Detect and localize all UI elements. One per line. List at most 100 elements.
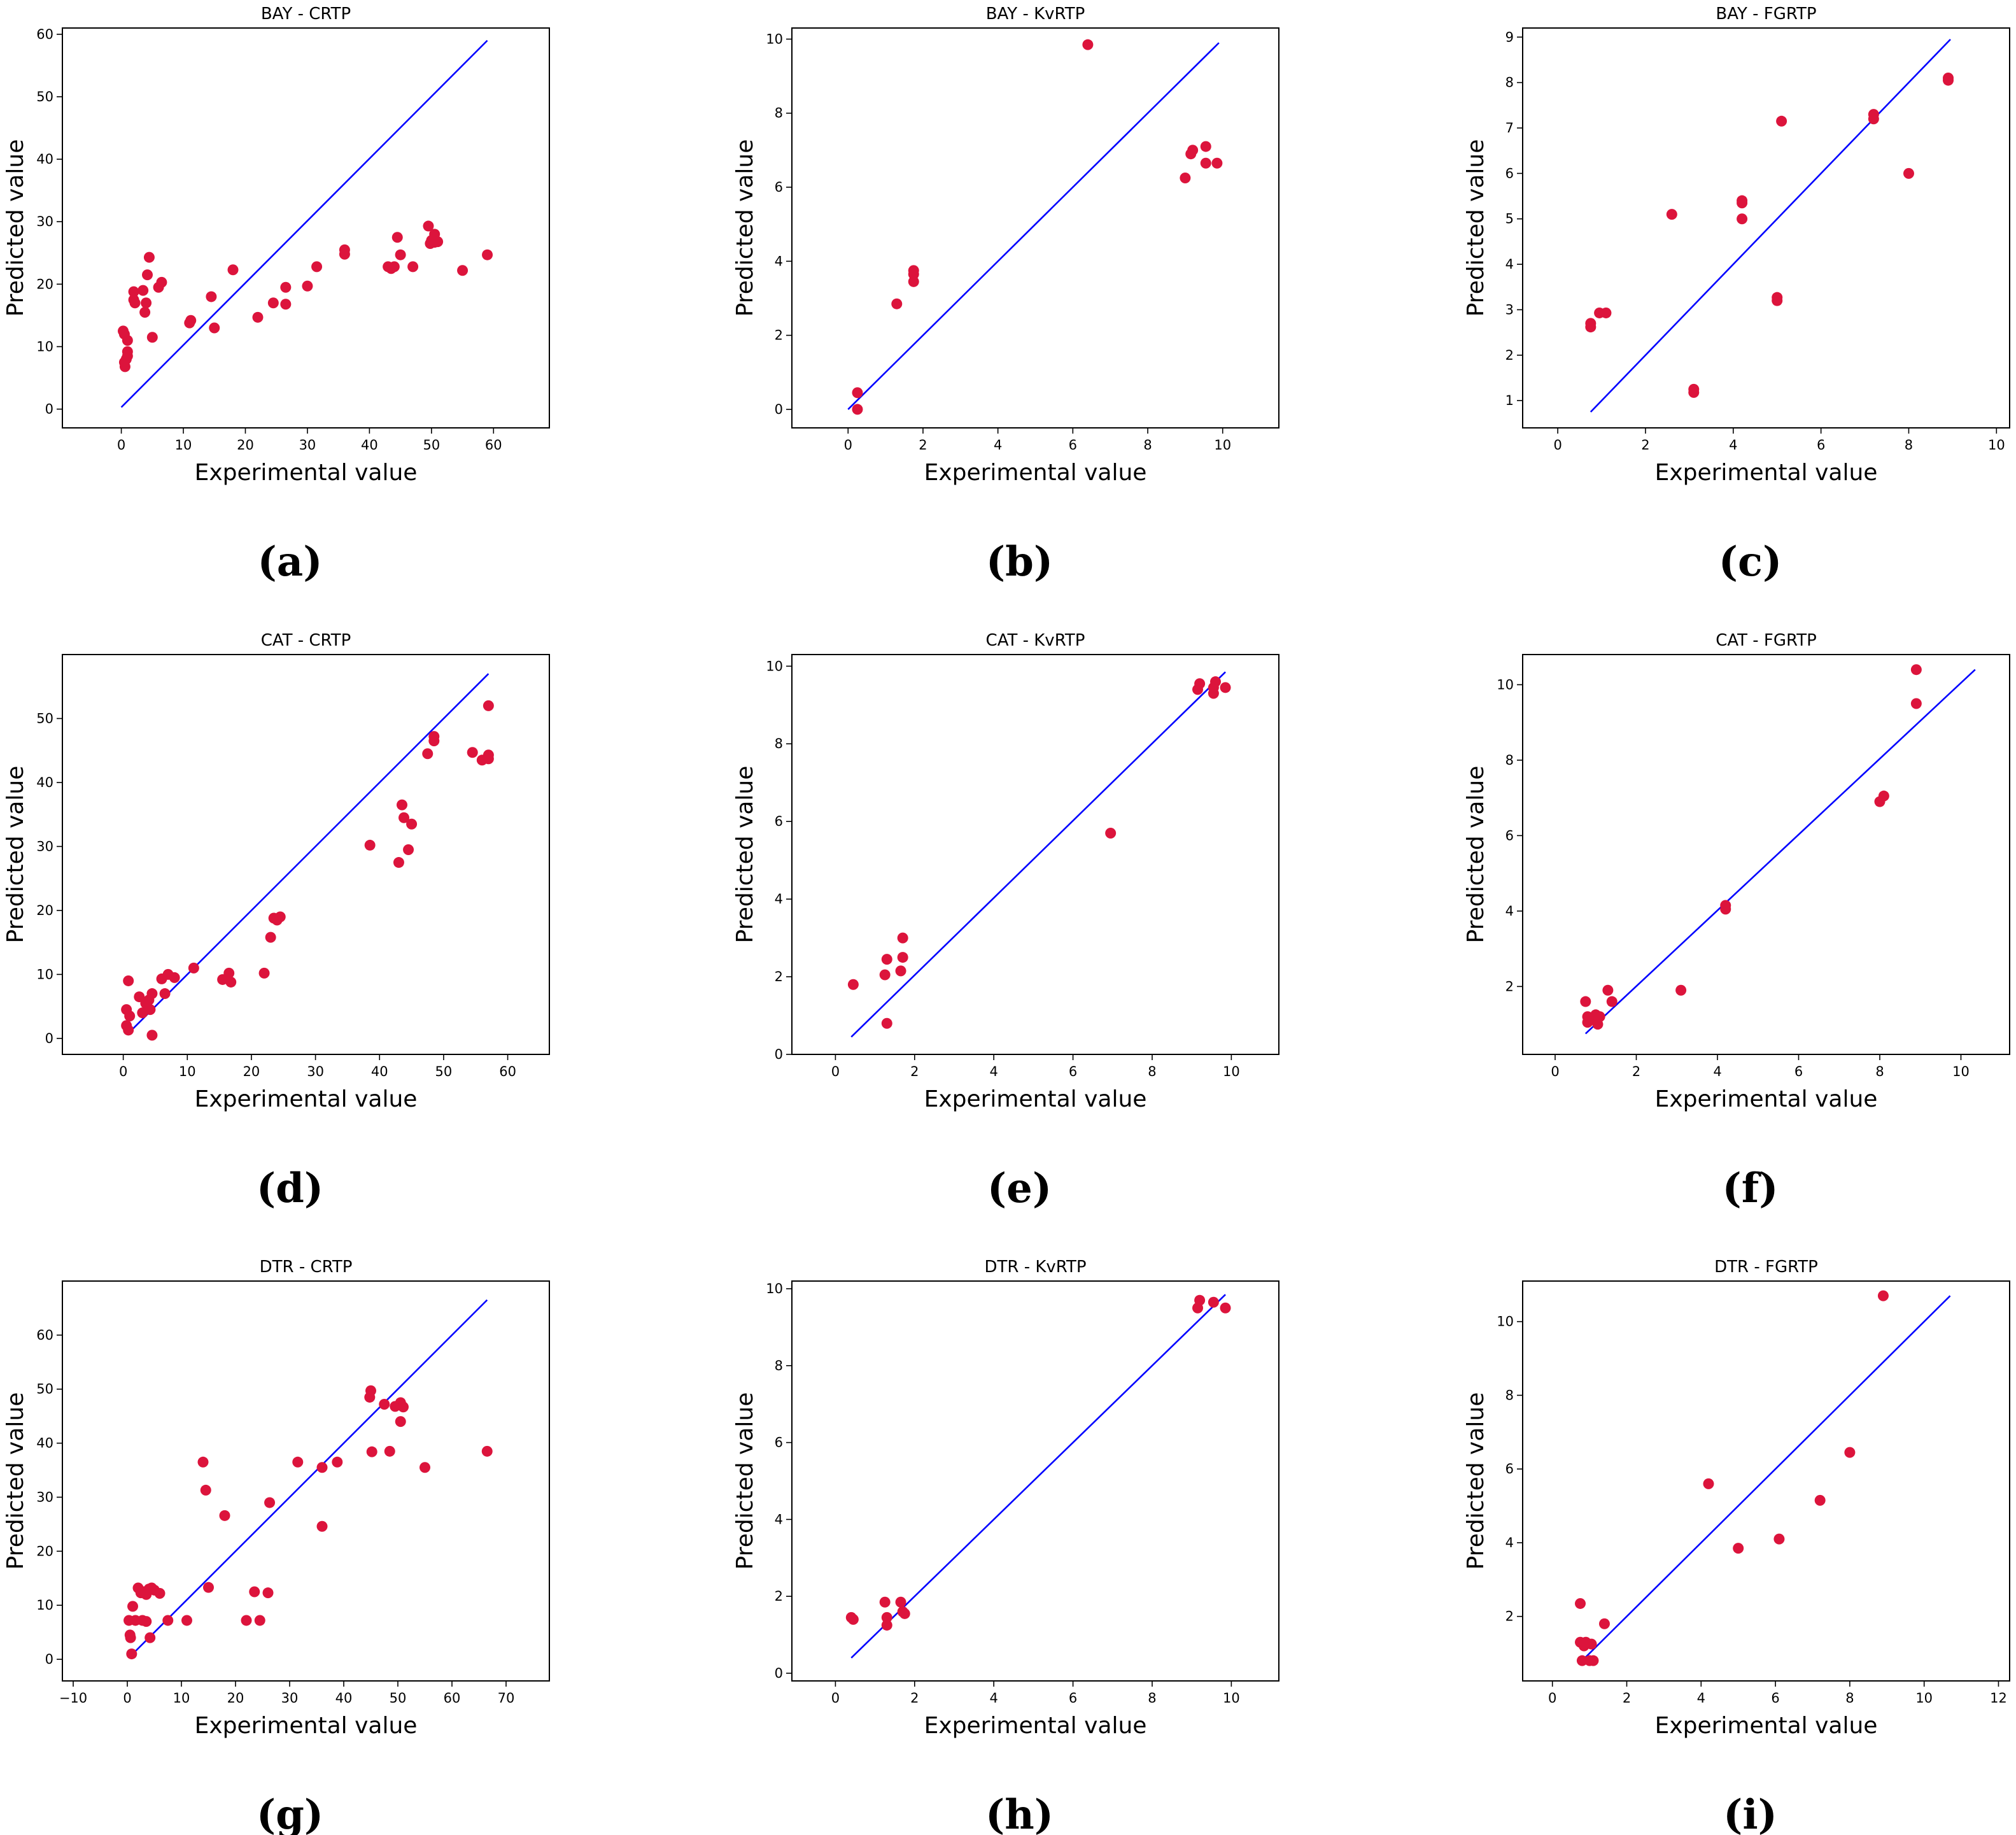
data-point xyxy=(384,1445,395,1457)
data-point xyxy=(908,265,919,276)
data-point xyxy=(292,1456,304,1468)
y-tick-label: 30 xyxy=(36,214,53,229)
y-tick-label: 60 xyxy=(36,27,53,42)
chart-title: DTR - CRTP xyxy=(260,1258,353,1277)
x-tick-label: 0 xyxy=(1553,437,1561,453)
data-point xyxy=(1773,1533,1785,1545)
y-tick-label: 60 xyxy=(36,1328,53,1343)
x-tick-label: 10 xyxy=(1952,1064,1970,1079)
data-point xyxy=(1082,39,1094,50)
panel-caption: (f) xyxy=(1722,1165,1778,1212)
y-tick-label: 2 xyxy=(775,969,783,984)
data-point xyxy=(225,976,237,988)
data-point xyxy=(483,700,494,711)
y-tick-label: 2 xyxy=(775,1589,783,1604)
data-point xyxy=(483,753,494,765)
x-tick-label: 8 xyxy=(1148,1064,1156,1079)
y-tick-label: 8 xyxy=(1505,753,1514,768)
y-tick-label: 30 xyxy=(36,839,53,854)
data-point xyxy=(391,232,403,243)
x-tick-label: 20 xyxy=(237,437,254,453)
data-point xyxy=(265,932,276,943)
x-tick-label: 10 xyxy=(179,1064,196,1079)
data-point xyxy=(398,1401,409,1413)
chart-title: BAY - FGRTP xyxy=(1716,4,1816,24)
y-axis-label: Predicted value xyxy=(732,139,758,317)
data-point xyxy=(1220,682,1231,693)
data-point xyxy=(126,1648,137,1660)
y-tick-label: 0 xyxy=(45,402,53,417)
y-tick-label: 6 xyxy=(1505,1461,1514,1477)
chart-panel-5: CAT - KvRTP 0 2 4 6 8 10 0 2 4 6 8 10 Experimental va… xyxy=(732,631,1279,1212)
y-tick-label: 10 xyxy=(1497,1314,1514,1329)
x-tick-label: 6 xyxy=(1817,437,1825,453)
data-point xyxy=(467,747,478,758)
x-tick-label: 50 xyxy=(390,1690,407,1706)
x-tick-label: 0 xyxy=(117,437,125,453)
data-point xyxy=(419,1462,430,1473)
y-tick-label: 8 xyxy=(775,1358,783,1373)
x-tick-label: 2 xyxy=(910,1690,919,1706)
x-axis-label: Experimental value xyxy=(1655,460,1878,486)
data-point xyxy=(122,350,133,362)
plot-frame xyxy=(1522,654,2010,1055)
panel-caption: (a) xyxy=(257,538,322,586)
chart-panel-4: CAT - CRTP 0 10 20 30 40 50 60 0 10 20 30 40 50 Experi… xyxy=(3,631,550,1212)
y-tick-label: 4 xyxy=(775,891,783,907)
y-tick-label: 2 xyxy=(1505,979,1514,994)
y-tick-label: 20 xyxy=(36,276,53,292)
data-point xyxy=(141,297,152,309)
x-axis-label: Experimental value xyxy=(195,1086,418,1112)
x-tick-label: 6 xyxy=(1069,1690,1077,1706)
y-tick-label: 8 xyxy=(775,106,783,121)
data-point xyxy=(366,1446,377,1457)
chart-title: DTR - KvRTP xyxy=(984,1258,1086,1277)
x-tick-label: 30 xyxy=(281,1690,299,1706)
data-point xyxy=(881,954,892,965)
data-point xyxy=(899,1608,910,1619)
y-tick-label: 4 xyxy=(1505,1535,1514,1550)
y-tick-label: 50 xyxy=(36,711,53,726)
identity-line xyxy=(850,1294,1226,1659)
x-tick-label: 60 xyxy=(499,1064,516,1079)
y-tick-label: 2 xyxy=(1505,348,1514,363)
data-point xyxy=(169,972,180,983)
x-tick-label: 2 xyxy=(1623,1690,1631,1706)
x-tick-label: 4 xyxy=(990,1690,998,1706)
data-point xyxy=(407,261,419,273)
data-point xyxy=(1703,1478,1714,1489)
data-point xyxy=(146,1030,158,1041)
y-axis-label: Predicted value xyxy=(732,766,758,944)
chart-panel-2: BAY - KvRTP 0 2 4 6 8 10 0 2 4 6 8 10 Experimental va… xyxy=(732,4,1279,586)
data-point xyxy=(852,404,863,415)
chart-title: BAY - CRTP xyxy=(261,4,351,24)
x-tick-label: 0 xyxy=(1551,1064,1559,1079)
chart-title: CAT - CRTP xyxy=(261,631,351,650)
data-point xyxy=(146,988,158,1000)
data-point xyxy=(1877,1290,1889,1301)
chart-title: CAT - FGRTP xyxy=(1716,631,1817,650)
data-point xyxy=(203,1582,214,1593)
chart-panel-8: DTR - KvRTP 0 2 4 6 8 10 0 2 4 6 8 10 Experimental va… xyxy=(732,1258,1279,1835)
identity-line xyxy=(120,39,488,408)
data-point xyxy=(145,1004,156,1016)
y-tick-label: 10 xyxy=(766,31,783,46)
x-tick-label: 20 xyxy=(227,1690,244,1706)
data-point xyxy=(122,335,133,346)
data-point xyxy=(881,1017,892,1029)
x-tick-label: 10 xyxy=(1223,1690,1240,1706)
x-tick-label: −10 xyxy=(59,1690,87,1706)
data-point xyxy=(1943,73,1954,83)
data-point xyxy=(145,1632,156,1643)
identity-line xyxy=(127,673,490,1034)
data-point xyxy=(125,1632,136,1643)
chart-panel-7: DTR - CRTP −10 0 10 20 30 40 50 60 70 0 10 20 30 40 50 6… xyxy=(3,1258,550,1835)
chart-title: DTR - FGRTP xyxy=(1714,1258,1818,1277)
y-tick-label: 10 xyxy=(36,339,53,354)
x-tick-label: 0 xyxy=(831,1064,840,1079)
y-tick-label: 50 xyxy=(36,89,53,104)
y-tick-label: 6 xyxy=(1505,828,1514,843)
data-point xyxy=(123,1024,134,1036)
y-tick-label: 30 xyxy=(36,1489,53,1505)
